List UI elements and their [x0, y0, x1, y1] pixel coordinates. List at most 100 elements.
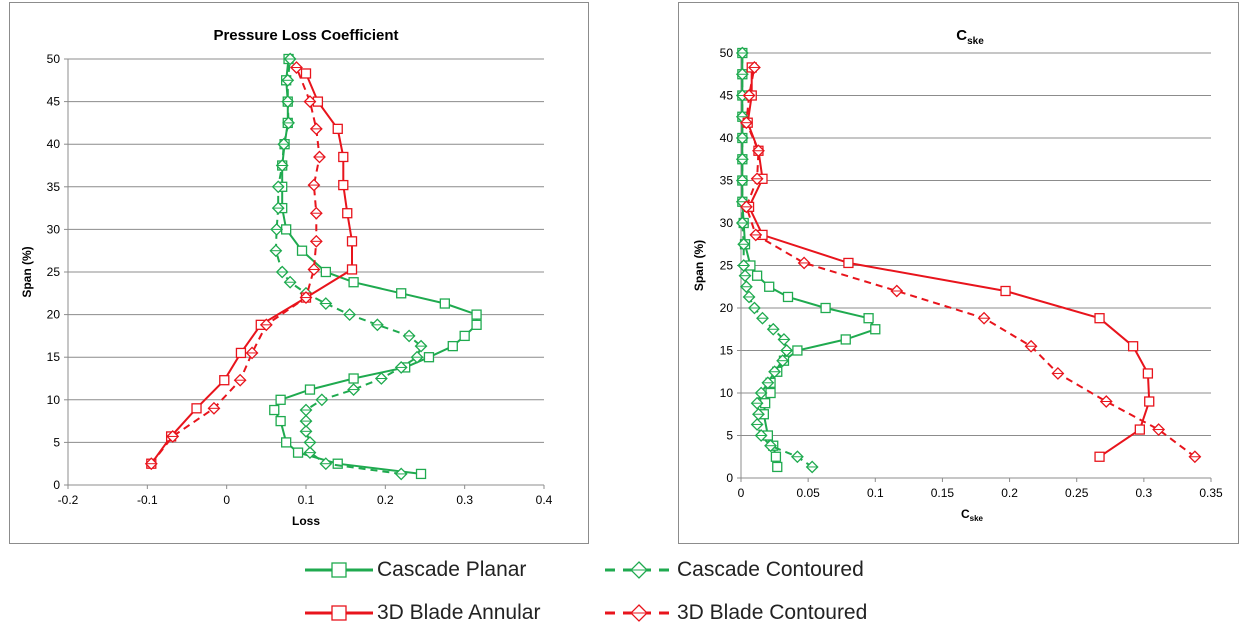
data-point-3d-blade-contoured [748, 61, 761, 74]
data-point-cascade-contoured [735, 152, 749, 166]
data-point-3d-blade-contoured [299, 291, 313, 304]
data-point-cascade-planar [863, 313, 874, 324]
data-point-cascade-contoured [410, 350, 424, 364]
data-point-cascade-contoured [283, 52, 297, 66]
data-point-cascade-contoured [735, 131, 749, 145]
x-axis-label-subscript: ske [970, 514, 984, 523]
data-point-3d-blade-contoured [245, 346, 259, 360]
x-tick-label: 0.4 [536, 493, 553, 507]
data-point-cascade-contoured [299, 414, 313, 428]
data-point-cascade-planar [820, 302, 831, 314]
x-tick-label: 0 [738, 486, 745, 500]
x-tick-label: -0.1 [137, 493, 158, 507]
data-point-cascade-contoured [735, 67, 749, 81]
y-tick-label: 0 [726, 471, 733, 485]
data-point-cascade-contoured [735, 46, 749, 60]
x-tick-label: 0.15 [931, 486, 955, 500]
x-tick-label: 0.3 [456, 493, 473, 507]
data-point-cascade-contoured [756, 311, 769, 325]
y-tick-label: 40 [47, 137, 61, 151]
y-tick-label: 5 [53, 435, 60, 449]
y-tick-label: 10 [720, 386, 734, 400]
data-point-cascade-contoured [754, 386, 768, 400]
y-tick-label: 15 [720, 344, 734, 358]
series-3d-blade-contoured [739, 61, 1202, 464]
data-point-3d-blade-contoured [303, 95, 317, 109]
y-tick-label: 45 [720, 89, 734, 103]
data-point-3d-blade-annular [1127, 341, 1139, 352]
data-point-3d-blade-annular [235, 347, 247, 359]
data-point-3d-blade-contoured [313, 150, 326, 164]
y-tick-label: 5 [726, 429, 733, 443]
chart-title: Pressure Loss Coefficient [213, 27, 398, 44]
data-point-3d-blade-annular [1094, 313, 1105, 324]
loss-chart-panel: Pressure Loss Coefficient 0 5 10 15 20 25 30 35 4… [9, 2, 589, 544]
data-point-cascade-planar [348, 277, 359, 288]
x-tick-label: 0.25 [1065, 486, 1089, 500]
data-point-cascade-contoured [303, 435, 317, 449]
x-tick-label: -0.2 [58, 493, 79, 507]
data-point-cascade-contoured [735, 174, 749, 187]
data-point-3d-blade-annular [338, 179, 349, 191]
x-tick-label: 0.2 [377, 493, 394, 507]
y-tick-label: 15 [47, 350, 61, 364]
data-point-cascade-planar [782, 291, 794, 303]
y-tick-label: 20 [47, 308, 61, 322]
legend-swatch-cascade-contoured [605, 561, 673, 579]
data-point-cascade-planar [423, 352, 435, 363]
data-point-cascade-contoured [414, 339, 428, 353]
legend-label: Cascade Contoured [677, 558, 864, 581]
x-tick-label: 0.3 [1136, 486, 1153, 500]
data-point-cascade-contoured [275, 265, 289, 279]
chart-title: Cske [956, 27, 984, 47]
data-point-cascade-planar [840, 334, 851, 345]
data-point-cascade-contoured [299, 424, 313, 438]
data-point-cascade-contoured [780, 344, 794, 357]
data-point-3d-blade-annular [843, 257, 854, 269]
data-point-cascade-contoured [752, 407, 765, 421]
data-point-cascade-planar [292, 447, 304, 458]
data-point-cascade-planar [269, 404, 280, 416]
x-tick-label: 0.2 [1001, 486, 1018, 500]
data-point-cascade-contoured [805, 460, 819, 474]
data-point-3d-blade-contoured [750, 172, 764, 186]
data-point-cascade-contoured [738, 269, 752, 283]
data-point-3d-blade-contoured [797, 256, 811, 270]
series-cascade-planar [737, 47, 881, 473]
data-point-3d-blade-annular [346, 236, 358, 247]
data-point-cascade-planar [751, 270, 763, 281]
y-tick-label: 0 [53, 478, 60, 492]
data-point-cascade-contoured [277, 137, 291, 151]
data-point-cascade-contoured [790, 450, 804, 464]
data-point-cascade-contoured [319, 457, 333, 471]
data-point-cascade-contoured [283, 275, 297, 289]
data-point-cascade-contoured [394, 467, 408, 481]
y-axis-label: Span (%) [20, 246, 34, 297]
data-point-cascade-planar [281, 437, 292, 448]
data-point-cascade-contoured [742, 290, 756, 304]
data-point-3d-blade-annular [219, 375, 230, 386]
y-tick-label: 50 [47, 52, 61, 66]
data-point-cascade-contoured [766, 322, 780, 336]
legend-marker-square [331, 562, 347, 578]
y-tick-label: 25 [47, 265, 61, 279]
data-point-cascade-contoured [761, 376, 775, 390]
data-point-3d-blade-contoured [309, 206, 323, 220]
data-point-3d-blade-contoured [259, 318, 273, 332]
data-point-cascade-contoured [750, 396, 764, 410]
data-point-cascade-planar [447, 340, 458, 352]
data-point-cascade-contoured [764, 439, 777, 453]
data-point-cascade-contoured [402, 329, 416, 343]
data-point-3d-blade-contoured [144, 457, 158, 471]
data-point-3d-blade-annular [342, 208, 353, 219]
y-tick-label: 25 [720, 259, 734, 273]
legend-item-cascade-contoured: Cascade Contoured [603, 555, 864, 585]
data-point-3d-blade-annular [1094, 451, 1105, 462]
data-point-cascade-planar [770, 451, 782, 462]
data-point-cascade-contoured [748, 301, 761, 315]
data-point-cascade-contoured [768, 365, 781, 379]
cske-chart: Cske 0 5 10 15 20 25 30 35 40 45 50 0 0.05 0.1 0.15 0.2 0… [692, 27, 1223, 523]
data-point-3d-blade-contoured [1051, 367, 1065, 380]
y-tick-label: 20 [720, 301, 734, 315]
data-point-3d-blade-contoured [1024, 339, 1038, 353]
